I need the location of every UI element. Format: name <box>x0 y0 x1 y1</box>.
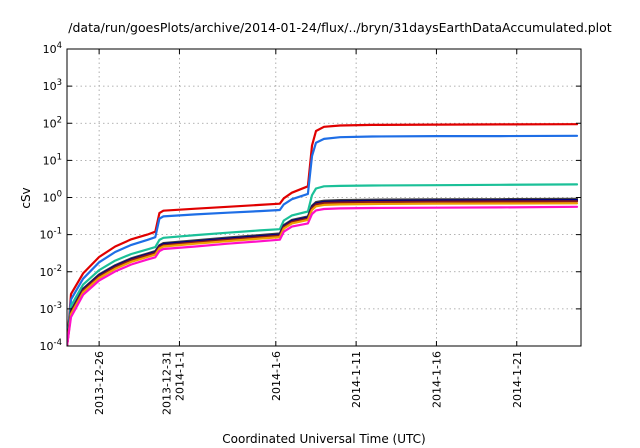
x-tick-label: 2013-12-26 <box>93 351 106 415</box>
chart-title: /data/run/goesPlots/archive/2014-01-24/f… <box>68 20 612 35</box>
x-tick-label: 2013-12-31 <box>160 351 173 415</box>
y-tick-label: 102 <box>43 115 62 130</box>
series-line <box>67 123 579 346</box>
series-layer <box>67 123 579 346</box>
series-line <box>67 202 579 346</box>
series-line <box>67 200 579 346</box>
grid-layer <box>67 49 581 346</box>
x-tick-label: 2014-1-21 <box>511 351 524 408</box>
y-tick-label: 100 <box>43 190 62 205</box>
y-tick-label: 104 <box>43 41 62 56</box>
y-tick-label: 10-1 <box>40 227 62 242</box>
x-axis-label: Coordinated Universal Time (UTC) <box>222 432 425 446</box>
y-tick-label: 103 <box>43 78 62 93</box>
y-tick-label: 10-4 <box>40 338 62 353</box>
y-axis-label: cSv <box>19 187 33 208</box>
series-line <box>67 134 579 346</box>
x-tick-label: 2014-1-16 <box>430 351 443 408</box>
series-line <box>67 183 579 346</box>
x-tick-label: 2014-1-6 <box>270 351 283 401</box>
x-tick-label: 2014-1-1 <box>173 351 186 401</box>
series-line <box>67 199 579 346</box>
y-tick-label: 10-3 <box>40 301 62 316</box>
series-line <box>67 205 579 346</box>
y-tick-label: 101 <box>43 152 62 167</box>
x-tick-label: 2014-1-11 <box>350 351 363 408</box>
series-line <box>67 197 579 346</box>
y-tick-label: 10-2 <box>40 264 62 279</box>
tick-layer: 10-4 10-3 10-2 10-1 100 101 102 103 104 2013-12-2… <box>40 41 581 415</box>
